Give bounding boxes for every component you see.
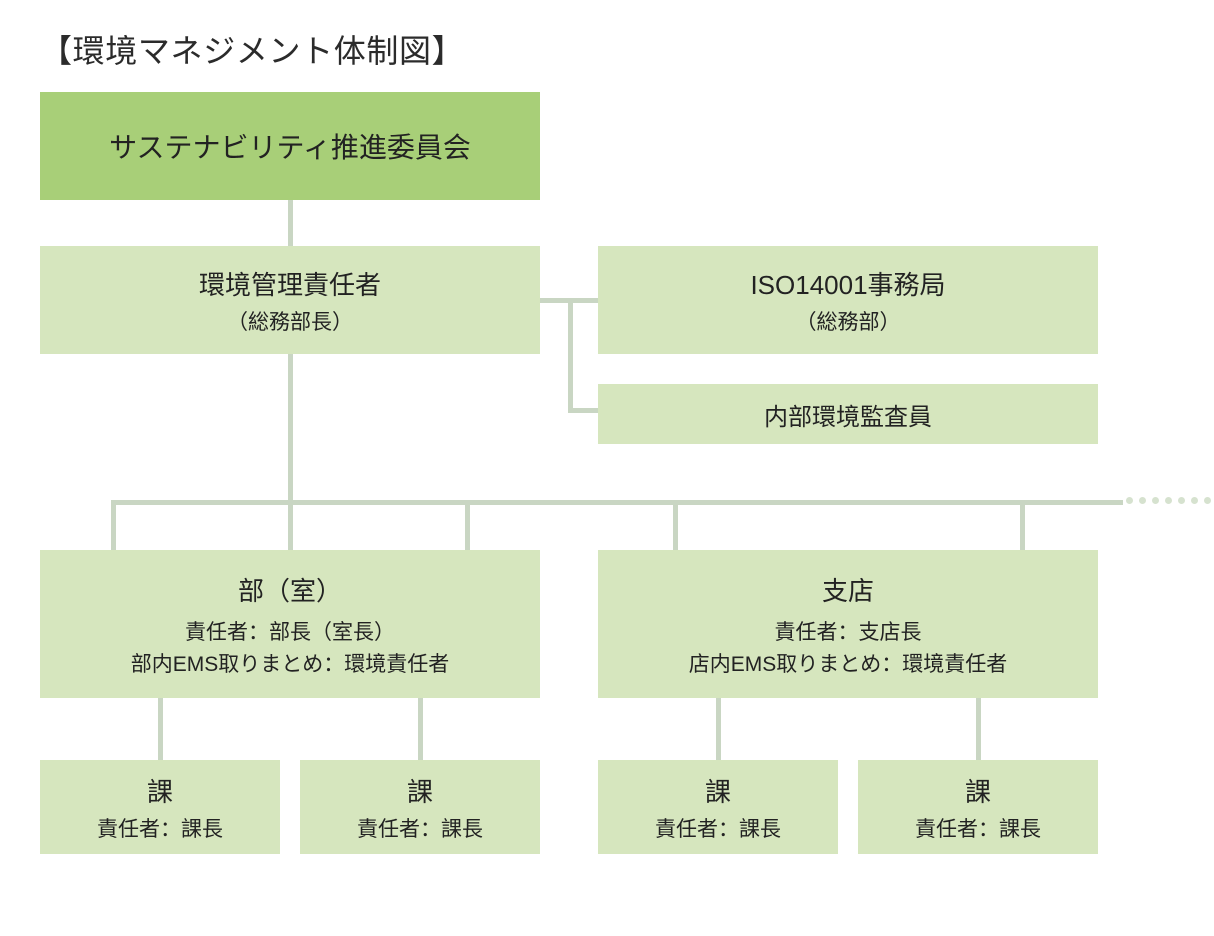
org-node-label: 部（室）: [238, 571, 342, 608]
org-node-label: ISO14001事務局: [750, 265, 945, 302]
org-node-sect3: 課責任者：課長: [598, 760, 838, 854]
org-node-label: 内部環境監査員: [764, 397, 932, 432]
connector-line: [465, 500, 470, 550]
diagram-title: 【環境マネジメント体制図】: [40, 26, 464, 72]
connector-line: [673, 500, 678, 550]
connector-line: [568, 408, 598, 413]
org-node-sublabel: （総務部）: [796, 306, 901, 336]
connector-line: [976, 698, 981, 760]
org-node-env_mgr: 環境管理責任者 （総務部長）: [40, 246, 540, 354]
dot-icon: [1204, 497, 1211, 504]
dot-icon: [1152, 497, 1159, 504]
org-node-sect2: 課責任者：課長: [300, 760, 540, 854]
dot-icon: [1126, 497, 1133, 504]
org-node-dept: 部（室） 責任者：部長（室長）部内EMS取りまとめ：環境責任者: [40, 550, 540, 698]
org-node-sublabel: 責任者：課長: [357, 813, 483, 843]
org-node-label: サステナビリティ推進委員会: [109, 126, 471, 166]
org-node-label: 課: [705, 772, 731, 809]
org-node-sect1: 課責任者：課長: [40, 760, 280, 854]
connector-line: [158, 698, 163, 760]
org-node-line: 責任者：支店長: [775, 616, 922, 646]
connector-line: [716, 698, 721, 760]
org-node-label: 課: [965, 772, 991, 809]
dot-icon: [1165, 497, 1172, 504]
org-node-line: 部内EMS取りまとめ：環境責任者: [131, 648, 450, 678]
org-node-sublabel: 責任者：課長: [97, 813, 223, 843]
connector-line: [568, 298, 573, 413]
org-node-label: 課: [147, 772, 173, 809]
org-node-label: 課: [407, 772, 433, 809]
org-node-sublabel: 責任者：課長: [915, 813, 1041, 843]
org-node-sublabel: 責任者：課長: [655, 813, 781, 843]
connector-line: [1020, 500, 1025, 550]
org-node-auditor: 内部環境監査員: [598, 384, 1098, 444]
continuation-dots: [1126, 497, 1214, 504]
org-node-line: 責任者：部長（室長）: [185, 616, 395, 646]
dot-icon: [1139, 497, 1146, 504]
org-node-sublabel: （総務部長）: [227, 306, 353, 336]
dot-icon: [1191, 497, 1198, 504]
org-node-line: 店内EMS取りまとめ：環境責任者: [689, 648, 1008, 678]
dot-icon: [1178, 497, 1185, 504]
org-node-label: 環境管理責任者: [199, 265, 381, 302]
org-node-label: 支店: [822, 571, 874, 608]
org-node-branch: 支店責任者：支店長店内EMS取りまとめ：環境責任者: [598, 550, 1098, 698]
org-node-sect4: 課責任者：課長: [858, 760, 1098, 854]
org-node-committee: サステナビリティ推進委員会: [40, 92, 540, 200]
connector-line: [111, 500, 1123, 505]
connector-line: [418, 698, 423, 760]
connector-line: [111, 500, 116, 550]
org-node-iso_office: ISO14001事務局 （総務部）: [598, 246, 1098, 354]
